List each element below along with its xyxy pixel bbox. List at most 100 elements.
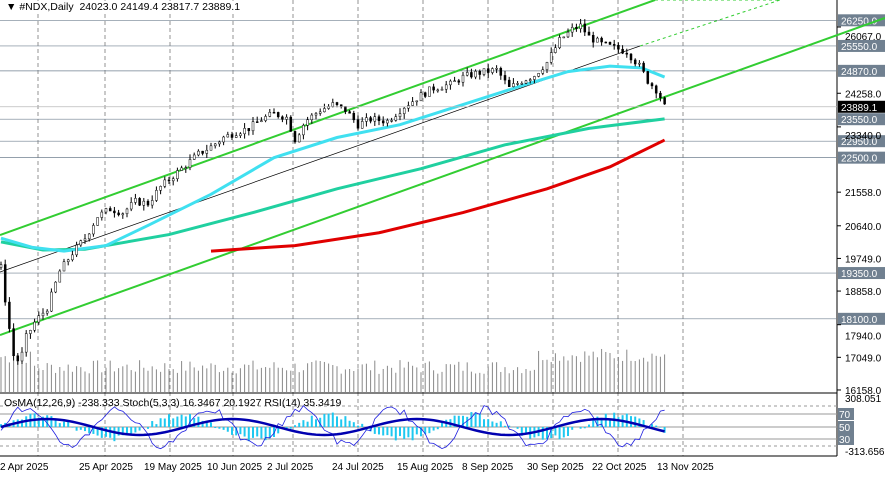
candle-body bbox=[96, 217, 99, 226]
channel-lower-line bbox=[0, 17, 885, 336]
candle-body bbox=[646, 71, 650, 84]
candle-body bbox=[638, 62, 641, 65]
level-label: 19350.0 bbox=[841, 269, 878, 280]
level-box bbox=[838, 64, 885, 77]
candle-body bbox=[239, 133, 242, 136]
candle-body bbox=[356, 119, 360, 129]
candle-body bbox=[390, 120, 393, 122]
ohlc-close: 23889.1 bbox=[202, 1, 241, 13]
y-tick-label: 17049.0 bbox=[845, 353, 882, 364]
candle-body bbox=[272, 111, 276, 114]
level-label: 25550.0 bbox=[841, 42, 878, 53]
candle-body bbox=[612, 44, 616, 46]
candle-body bbox=[415, 100, 419, 103]
candle-body bbox=[213, 143, 217, 147]
candle-body bbox=[423, 92, 427, 97]
candle-body bbox=[562, 36, 566, 39]
candle-body bbox=[113, 210, 116, 214]
candle-body bbox=[222, 136, 225, 143]
candle-body bbox=[251, 121, 255, 132]
candle-body bbox=[289, 116, 293, 132]
candle-body bbox=[436, 89, 440, 92]
candle-body bbox=[255, 121, 259, 123]
candle-body bbox=[155, 190, 158, 201]
candle-body bbox=[0, 264, 3, 268]
candle-body bbox=[566, 31, 570, 38]
candle-body bbox=[617, 44, 620, 50]
candle-body bbox=[129, 202, 133, 210]
level-box bbox=[838, 312, 885, 325]
candle-body bbox=[365, 117, 368, 122]
candle-body bbox=[339, 104, 343, 107]
candle-body bbox=[180, 167, 183, 171]
candle-body bbox=[62, 261, 66, 272]
candle-body bbox=[117, 212, 120, 216]
osc-level-box bbox=[838, 408, 854, 420]
candle-body bbox=[386, 120, 389, 124]
x-tick-label: 30 Sep 2025 bbox=[527, 462, 584, 473]
candle-body bbox=[314, 113, 318, 116]
candle-body bbox=[234, 135, 238, 138]
x-tick-label: 15 Aug 2025 bbox=[397, 462, 454, 473]
x-tick-label: 2 Jul 2025 bbox=[267, 462, 314, 473]
level-label: 26250.0 bbox=[841, 16, 878, 27]
level-box bbox=[838, 39, 885, 52]
chart-header: ▼ #NDX,Daily 24023.0 24149.4 23817.7 238… bbox=[4, 1, 243, 13]
candle-body bbox=[323, 108, 326, 113]
y-tick-label: 26067.0 bbox=[845, 32, 882, 43]
candle-body bbox=[486, 68, 490, 73]
candle-body bbox=[33, 321, 36, 331]
candle-body bbox=[482, 68, 486, 75]
candle-body bbox=[520, 83, 524, 85]
candle-body bbox=[373, 116, 377, 122]
x-tick-label: 10 Jun 2025 bbox=[207, 462, 262, 473]
candle-body bbox=[575, 27, 578, 29]
candle-body bbox=[633, 59, 637, 65]
candle-body bbox=[381, 120, 385, 124]
candle-body bbox=[297, 134, 301, 143]
indicator-label: OsMA(12,26,9) -238.333 Stoch(5,3,3) 16.3… bbox=[4, 397, 342, 409]
channel-middle-ext bbox=[639, 0, 781, 47]
candle-body bbox=[600, 37, 603, 43]
candle-body bbox=[293, 131, 297, 143]
candle-body bbox=[20, 351, 24, 362]
candle-body bbox=[377, 116, 381, 121]
x-tick-label: 25 Apr 2025 bbox=[79, 462, 133, 473]
candle-body bbox=[16, 355, 20, 362]
candle-body bbox=[608, 42, 612, 45]
candle-body bbox=[419, 92, 423, 102]
collapse-icon[interactable]: ▼ bbox=[6, 1, 17, 13]
candle-body bbox=[398, 113, 402, 117]
y-tick-label: 23340.0 bbox=[845, 131, 882, 142]
ma-red-200-line bbox=[210, 138, 666, 253]
candle-body bbox=[226, 134, 230, 138]
rsi-line bbox=[0, 417, 665, 437]
candle-body bbox=[260, 120, 263, 122]
candle-body bbox=[8, 301, 11, 329]
candle-body bbox=[66, 259, 70, 262]
level-label: 22500.0 bbox=[841, 154, 878, 165]
candle-body bbox=[524, 80, 528, 84]
x-tick-label: 22 Oct 2025 bbox=[592, 462, 647, 473]
candle-body bbox=[100, 211, 104, 218]
candle-body bbox=[92, 225, 95, 235]
candle-body bbox=[159, 186, 162, 191]
osc-level-label: 50 bbox=[839, 423, 851, 434]
candle-body bbox=[264, 116, 267, 121]
level-label: 24870.0 bbox=[841, 67, 878, 78]
candle-body bbox=[478, 70, 482, 75]
candle-body bbox=[465, 72, 469, 76]
candle-body bbox=[37, 315, 41, 323]
current-price-box bbox=[838, 100, 885, 113]
candle-body bbox=[352, 113, 356, 121]
candle-body bbox=[659, 92, 662, 99]
x-tick-label: 13 Nov 2025 bbox=[657, 462, 714, 473]
osc-max-label: 308.051 bbox=[845, 394, 882, 405]
candle-body bbox=[348, 111, 351, 114]
channel-upper-line bbox=[0, 0, 656, 236]
candle-body bbox=[134, 198, 137, 203]
ohlc-open: 24023.0 bbox=[79, 1, 118, 13]
level-box bbox=[838, 14, 885, 27]
